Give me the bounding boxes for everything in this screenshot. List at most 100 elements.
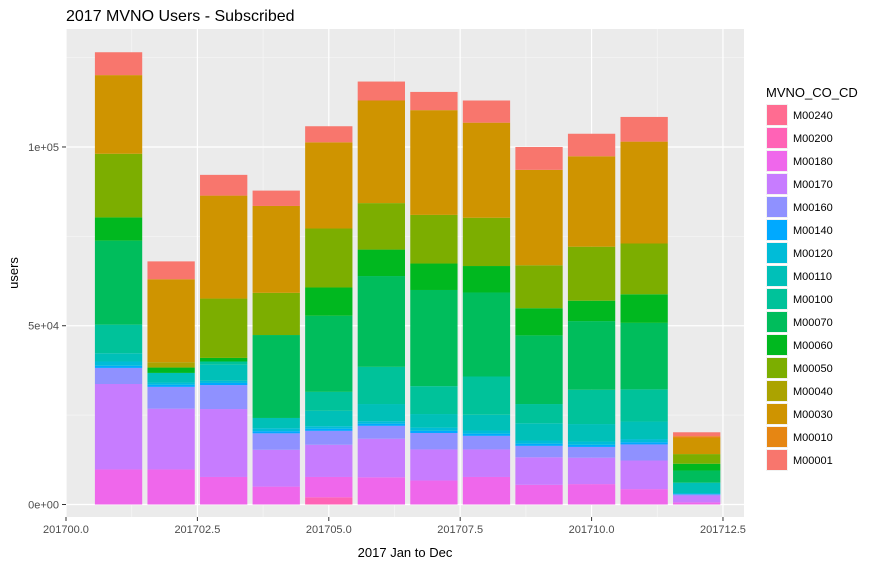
bar-segment-m00060-201710 — [567, 300, 616, 322]
bar-segment-m00050-201701 — [94, 153, 143, 218]
legend-swatch-m00050 — [767, 358, 787, 378]
legend-label-m00140: M00140 — [793, 225, 833, 237]
legend-title: MVNO_CO_CD — [766, 85, 858, 100]
bar-segment-m00110-201711 — [620, 421, 668, 440]
bar-segment-m00030-201710 — [567, 156, 616, 247]
bar-segment-m00050-201708 — [462, 217, 511, 267]
bar-segment-m00110-201708 — [462, 414, 511, 431]
legend-label-m00001: M00001 — [793, 455, 833, 467]
bar-segment-m00110-201701 — [94, 353, 143, 362]
bar-segment-m00180-201707 — [410, 480, 458, 505]
bar-segment-m00100-201708 — [462, 376, 511, 415]
bar-segment-m00001-201705 — [305, 126, 353, 143]
y-tick-label: 1e+05 — [28, 142, 59, 154]
x-axis: 201700.0 201702.5 201705.0 201707.5 201710.0… — [43, 517, 746, 536]
bar-segment-m00060-201707 — [410, 263, 458, 290]
bar-segment-m00001-201706 — [357, 81, 405, 101]
legend-swatch-m00160 — [767, 197, 787, 217]
bar-segment-m00180-201709 — [515, 484, 563, 505]
bar-segment-m00160-201705 — [305, 430, 353, 445]
bar-segment-m00180-201708 — [462, 476, 511, 505]
bar-segment-m00170-201705 — [305, 444, 353, 477]
legend-label-m00100: M00100 — [793, 294, 833, 306]
bar-segment-m00001-201702 — [147, 261, 195, 280]
y-tick-label: 5e+04 — [28, 321, 59, 333]
x-axis-label: 2017 Jan to Dec — [358, 545, 453, 560]
bar-segment-m00060-201702 — [147, 367, 195, 373]
bar-segment-m00110-201707 — [410, 414, 458, 428]
bar-segment-m00160-201706 — [357, 425, 405, 439]
bar-segment-m00110-201709 — [515, 423, 563, 441]
bar-segment-m00060-201706 — [357, 249, 405, 277]
bar-segment-m00001-201701 — [94, 52, 143, 76]
bar-segment-m00001-201704 — [252, 190, 300, 206]
legend-swatch-m00200 — [767, 128, 787, 148]
bar-segment-m00180-201711 — [620, 489, 668, 505]
bar-segment-m00160-201702 — [147, 386, 195, 409]
bar-segment-m00060-201709 — [515, 308, 563, 336]
bar-segment-m00160-201711 — [620, 444, 668, 461]
y-axis-label: users — [6, 257, 21, 289]
bar-segment-m00140-201701 — [94, 365, 143, 368]
bar-segment-m00100-201701 — [94, 324, 143, 354]
bar-segment-m00140-201705 — [305, 428, 353, 431]
bar-segment-m00050-201709 — [515, 265, 563, 309]
bar-segment-m00060-201703 — [200, 357, 248, 362]
bar-segment-m00070-201712 — [673, 470, 721, 483]
bar-segment-m00030-201701 — [94, 75, 143, 154]
bar-segment-m00140-201707 — [410, 430, 458, 433]
bar-segment-m00070-201705 — [305, 315, 353, 392]
x-tick-label: 201707.5 — [437, 524, 483, 536]
legend-swatch-m00170 — [767, 174, 787, 194]
bar-segment-m00170-201703 — [200, 409, 248, 477]
bar-segment-m00070-201708 — [462, 292, 511, 377]
bar-segment-m00180-201706 — [357, 477, 405, 505]
bar-segment-m00180-201705 — [305, 476, 353, 498]
bar-segment-m00140-201711 — [620, 442, 668, 445]
bar-segment-m00110-201706 — [357, 404, 405, 422]
x-tick-label: 201700.0 — [43, 524, 89, 536]
bar-segment-m00180-201702 — [147, 469, 195, 505]
bar-segment-m00120-201701 — [94, 361, 143, 366]
bar-segment-m00120-201703 — [200, 380, 248, 383]
legend-label-m00060: M00060 — [793, 340, 833, 352]
legend-label-m00050: M00050 — [793, 363, 833, 375]
bar-segment-m00001-201710 — [567, 133, 616, 157]
bar-segment-m00040-201702 — [147, 362, 195, 368]
bar-segment-m00170-201707 — [410, 449, 458, 481]
bar-segment-m00100-201709 — [515, 404, 563, 424]
bar-segment-m00050-201707 — [410, 214, 458, 264]
bar-segment-m00170-201706 — [357, 438, 405, 478]
legend-label-m00180: M00180 — [793, 156, 833, 168]
legend-swatch-m00001 — [767, 450, 787, 470]
bar-segment-m00001-201707 — [410, 91, 458, 111]
bar-segment-m00001-201703 — [200, 174, 248, 196]
bar-segment-m00120-201708 — [462, 430, 511, 434]
bar-segment-m00180-201710 — [567, 484, 616, 505]
bar-segment-m00120-201710 — [567, 441, 616, 445]
legend-swatch-m00030 — [767, 404, 787, 424]
bar-segment-m00060-201712 — [673, 463, 721, 471]
bar-segment-m00110-201712 — [673, 482, 721, 494]
bar-segment-m00001-201712 — [673, 432, 721, 437]
bar-segment-m00030-201705 — [305, 142, 353, 229]
bar-segment-m00120-201712 — [673, 493, 721, 495]
bar-segment-m00001-201709 — [515, 146, 563, 170]
bar-segment-m00170-201711 — [620, 460, 668, 490]
bar-segment-m00180-201701 — [94, 469, 143, 505]
bar-segment-m00060-201705 — [305, 287, 353, 316]
bar-segment-m00160-201712 — [673, 494, 721, 496]
bar-segment-m00030-201712 — [673, 437, 721, 455]
bar-segment-m00070-201704 — [252, 335, 300, 418]
legend-label-m00110: M00110 — [793, 271, 832, 283]
bar-segment-m00100-201707 — [410, 386, 458, 415]
legend-label-m00200: M00200 — [793, 133, 833, 145]
legend-swatch-m00180 — [767, 151, 787, 171]
legend-label-m00010: M00010 — [793, 432, 833, 444]
legend-swatch-m00040 — [767, 381, 787, 401]
bar-segment-m00100-201705 — [305, 391, 353, 411]
bar-segment-m00120-201711 — [620, 439, 668, 443]
legend-label-m00040: M00040 — [793, 386, 833, 398]
legend: MVNO_CO_CD M00240 M00200 M00180 M00170 M0016… — [766, 85, 858, 471]
legend-swatch-m00100 — [767, 289, 787, 309]
